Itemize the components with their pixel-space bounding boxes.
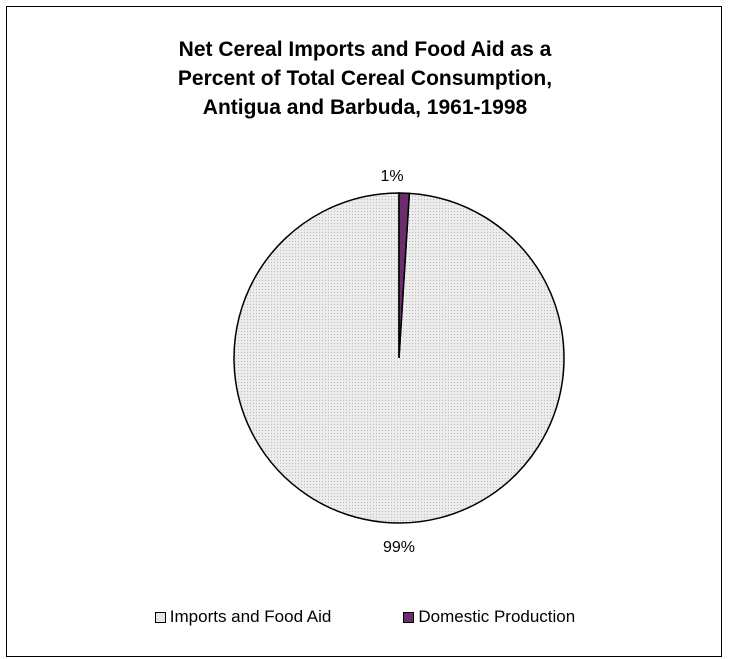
chart-title-line-1: Net Cereal Imports and Food Aid as a xyxy=(178,38,552,61)
legend-item-imports-and-food-aid: Imports and Food Aid xyxy=(154,607,332,627)
legend-swatch-domestic-production xyxy=(403,611,415,623)
legend: Imports and Food Aid Domestic Production xyxy=(7,607,723,627)
chart-title-line-3: Antigua and Barbuda, 1961-1998 xyxy=(202,96,528,119)
chart-title: Net Cereal Imports and Food Aid as a Per… xyxy=(7,35,723,122)
data-label-imports-and-food-aid: 99% xyxy=(383,539,415,556)
data-label-domestic-production: 1% xyxy=(380,168,403,185)
pie-slice-domestic-production xyxy=(398,192,411,359)
pie-chart: 99% 1% xyxy=(233,168,565,556)
legend-item-domestic-production: Domestic Production xyxy=(403,607,575,627)
chart-frame: Net Cereal Imports and Food Aid as a Per… xyxy=(6,6,722,657)
legend-swatch-imports-and-food-aid xyxy=(154,611,166,623)
legend-label-imports-and-food-aid: Imports and Food Aid xyxy=(169,607,332,626)
legend-label-domestic-production: Domestic Production xyxy=(418,607,576,626)
chart-title-line-2: Percent of Total Cereal Consumption, xyxy=(177,67,553,90)
